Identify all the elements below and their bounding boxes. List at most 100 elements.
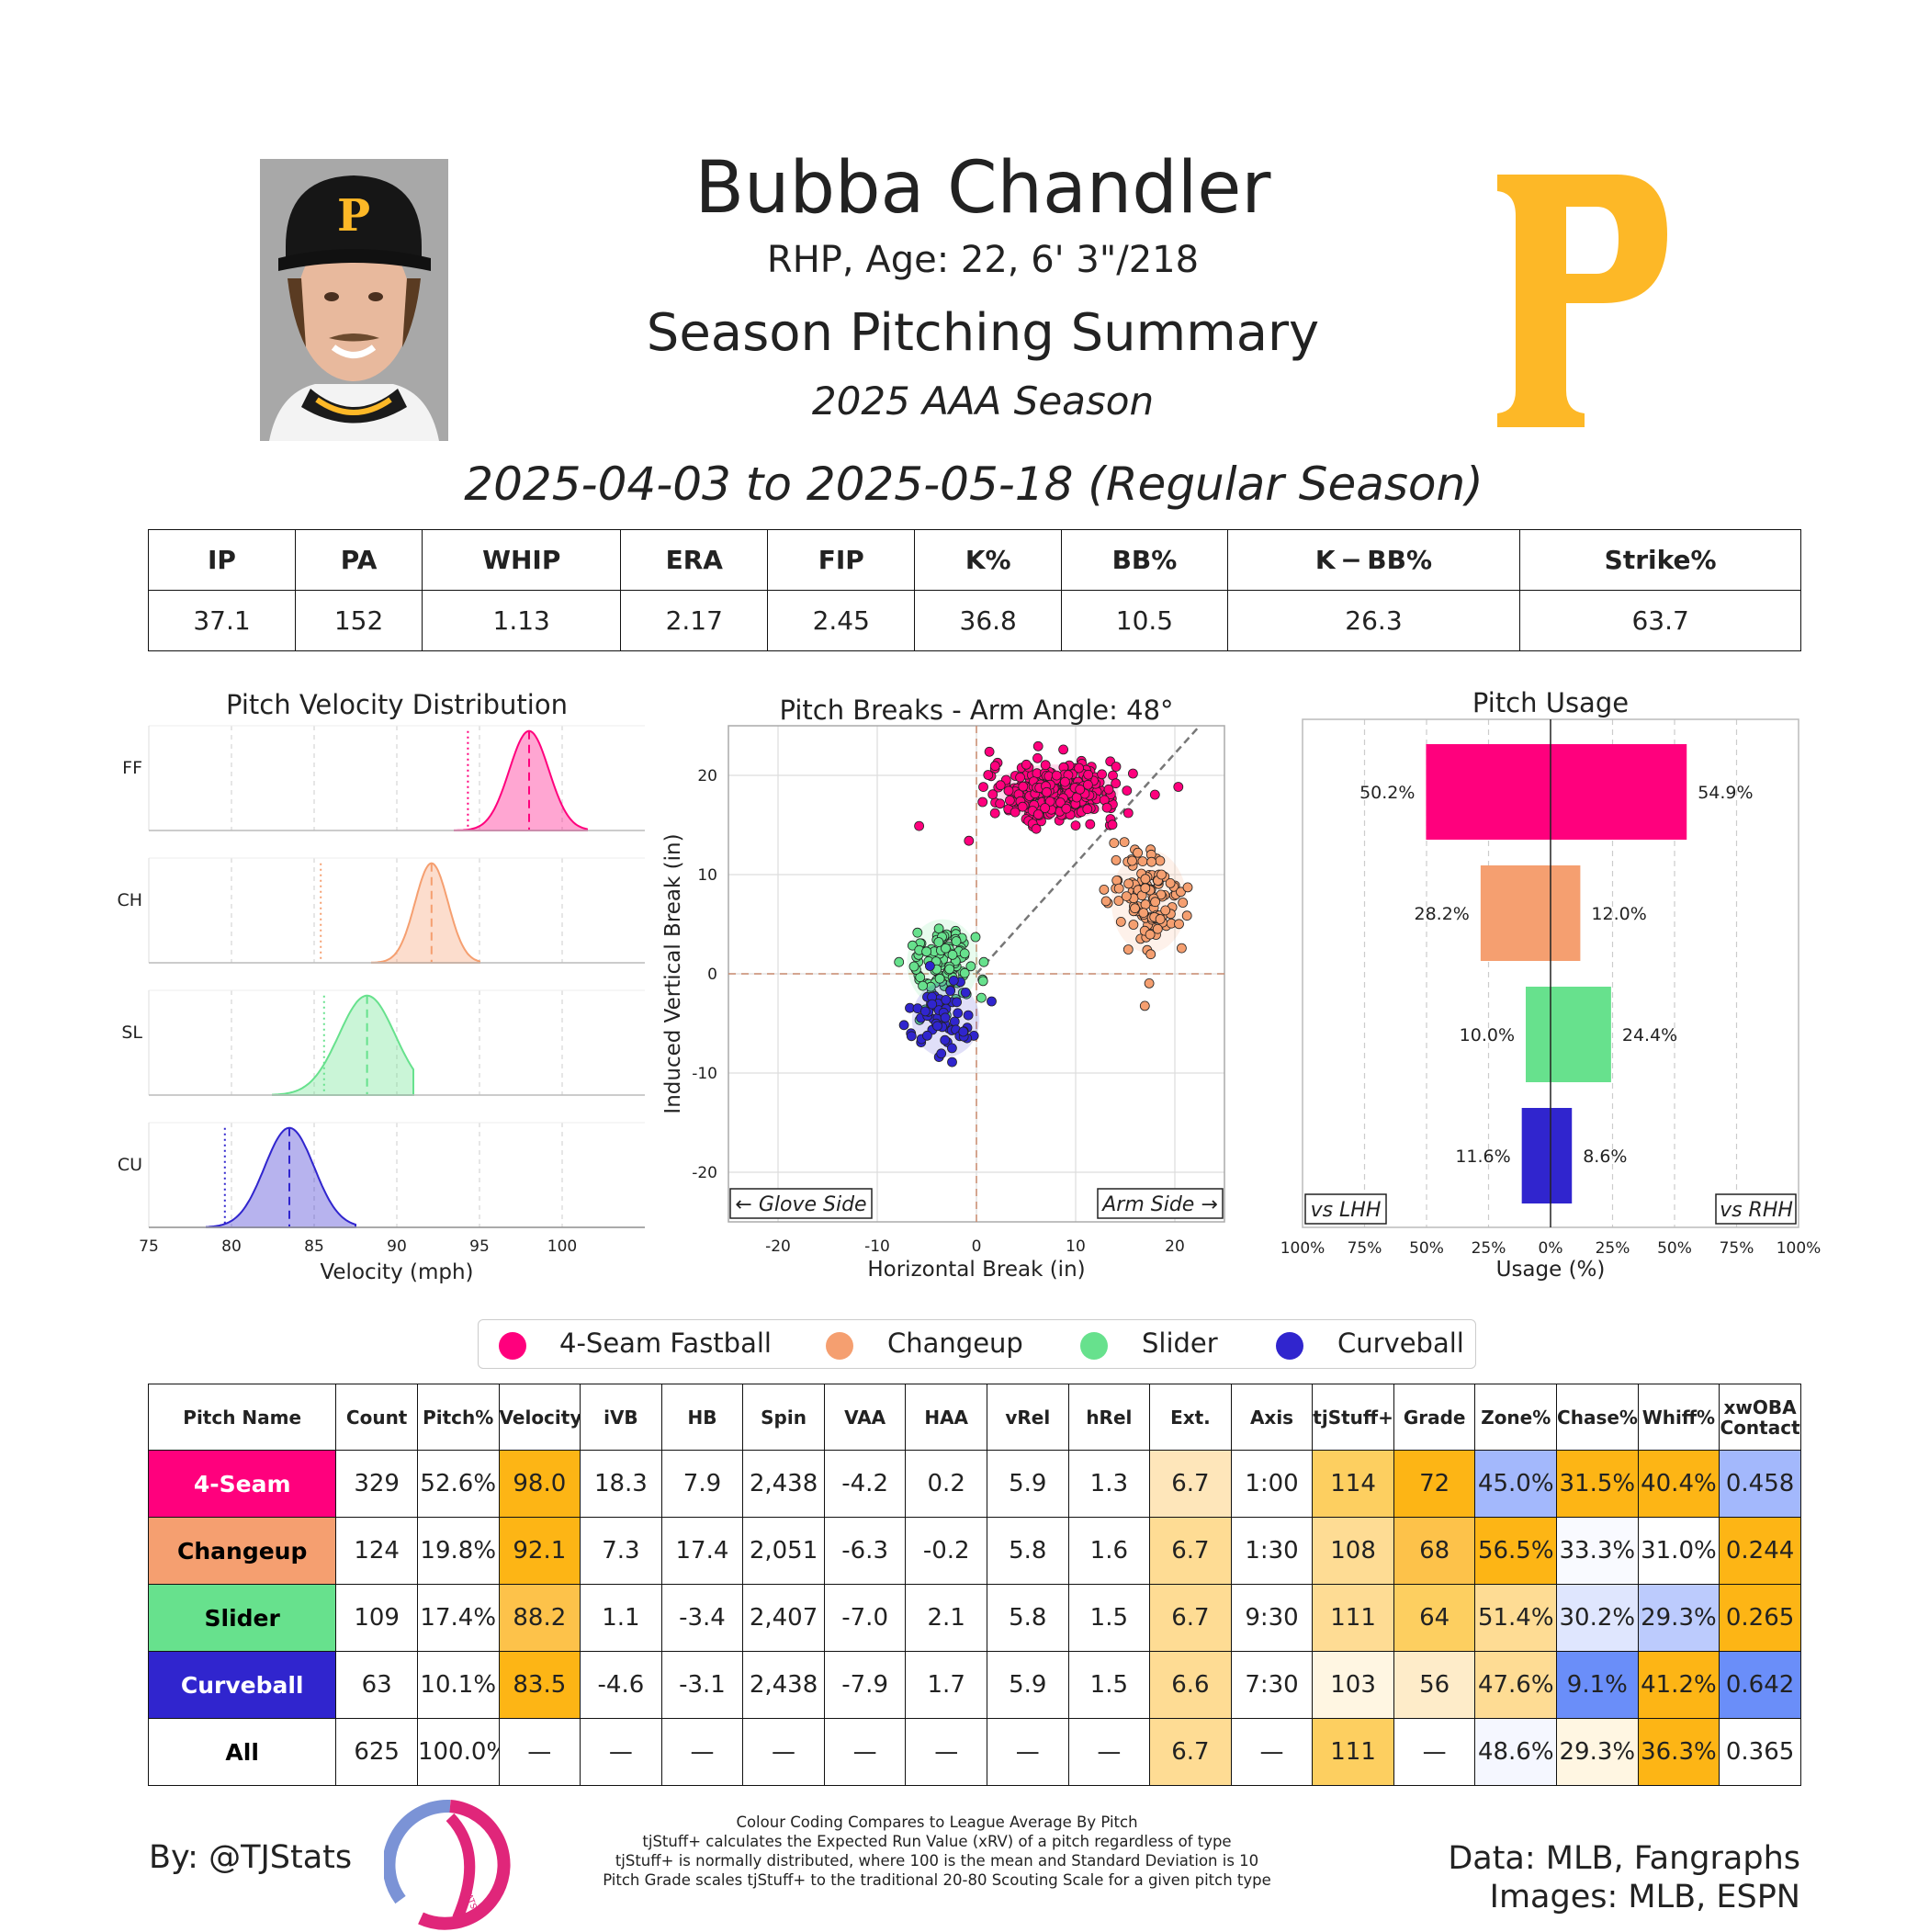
credit-sources: Data: MLB, Fangraphs Images: MLB, ESPN: [1448, 1839, 1800, 1916]
pitch-metric-cell: 0.2: [905, 1450, 987, 1518]
break-y-tick: 10: [697, 866, 717, 885]
pitch-header-cell: Chase%: [1556, 1384, 1639, 1451]
pitch-metric-cell: 1.6: [1067, 1517, 1151, 1585]
break-point: [1115, 917, 1126, 927]
break-point: [1139, 1000, 1150, 1011]
pitch-table-header: Pitch Name Count Pitch% Velocity iVB HB Spin VA…: [147, 1384, 1801, 1451]
break-point: [898, 1020, 909, 1031]
pitch-name-cell: Curveball: [147, 1651, 337, 1719]
pitch-metric-cell: 1.5: [1067, 1584, 1151, 1652]
pitch-metric-cell: —: [580, 1718, 662, 1786]
break-point: [963, 1010, 974, 1021]
break-point: [987, 996, 997, 1007]
stat-value-cell: 63.7: [1519, 590, 1801, 651]
stat-value-cell: 2.17: [620, 590, 769, 651]
stat-value-cell: 1.13: [422, 590, 622, 651]
credit-author: By: @TJStats: [149, 1839, 353, 1876]
velocity-row-label: CH: [117, 890, 142, 910]
pitch-metric-cell: 83.5: [498, 1651, 581, 1719]
break-y-tick: -20: [692, 1164, 717, 1182]
pitch-metric-cell: 56: [1393, 1651, 1476, 1719]
break-point: [1140, 899, 1151, 910]
pitch-metric-cell: -0.2: [905, 1517, 987, 1585]
stat-value-cell: 2.45: [767, 590, 916, 651]
usage-x-label: Usage (%): [1496, 1258, 1606, 1282]
pitch-metric-cell: 124: [335, 1517, 418, 1585]
break-point: [927, 999, 938, 1010]
pitch-metric-cell: 19.8%: [416, 1517, 500, 1585]
vs-lhh-label: vs LHH: [1311, 1199, 1382, 1222]
stat-value-row: 37.1 152 1.13 2.17 2.45 36.8 10.5 26.3 63.7: [148, 590, 1801, 651]
pitch-name-cell: Slider: [147, 1584, 337, 1652]
stat-header-cell: K − BB%: [1226, 529, 1521, 591]
data-source: Data: MLB, Fangraphs: [1448, 1840, 1800, 1877]
break-point: [925, 961, 935, 971]
arm-side-label: Arm Side →: [1100, 1193, 1218, 1216]
break-x-tick: 20: [1165, 1237, 1185, 1256]
break-y-label: Induced Vertical Break (in): [661, 833, 685, 1113]
pitch-metric-cell: 6.7: [1149, 1517, 1232, 1585]
season-stat-table: IP PA WHIP ERA FIP K% BB% K − BB% Strike% 37.1 15…: [148, 529, 1801, 651]
break-point: [976, 992, 987, 1003]
stat-header-cell: FIP: [767, 529, 916, 591]
velocity-x-tick: 90: [387, 1237, 407, 1256]
velocity-density-sl: [272, 994, 414, 1096]
pitch-header-cell: Grade: [1393, 1384, 1476, 1451]
break-point: [932, 1021, 942, 1032]
break-point: [958, 1026, 969, 1037]
arm-side-box: [1097, 1188, 1224, 1219]
break-point: [953, 1008, 964, 1019]
break-point: [964, 835, 975, 846]
pitch-metric-cell: 52.6%: [416, 1450, 500, 1518]
break-point: [914, 820, 924, 831]
pitch-metric-cell: 41.2%: [1637, 1651, 1720, 1719]
stat-header-cell: Strike%: [1519, 529, 1801, 591]
break-x-tick: 10: [1066, 1237, 1086, 1256]
break-point: [1128, 920, 1139, 930]
pitch-metric-cell: 9:30: [1230, 1584, 1314, 1652]
pitch-header-cell: iVB: [580, 1384, 662, 1451]
legend-label-slider: Slider: [1142, 1328, 1218, 1359]
break-point: [1032, 752, 1043, 763]
usage-x-tick: 50%: [1657, 1239, 1692, 1258]
break-point: [1165, 878, 1176, 888]
break-point: [978, 782, 988, 792]
break-point: [922, 1030, 932, 1041]
usage-chart-title: Pitch Usage: [1472, 687, 1629, 718]
table-row: Slider 109 17.4% 88.2 1.1 -3.4 2,407 -7.0 2.1 5.8…: [147, 1584, 1801, 1652]
pitch-metric-cell: 36.3%: [1637, 1718, 1720, 1786]
player-bio: RHP, Age: 22, 6' 3"/218: [766, 239, 1200, 281]
pitch-name-cell: All: [147, 1718, 337, 1786]
break-point: [1018, 781, 1029, 792]
break-point: [1085, 819, 1096, 830]
break-point: [989, 761, 1000, 772]
break-point: [1152, 923, 1163, 934]
velocity-row-label: CU: [118, 1155, 142, 1175]
break-point: [948, 976, 959, 986]
pitch-metric-cell: 45.0%: [1474, 1450, 1558, 1518]
break-point: [1174, 919, 1184, 930]
summary-title: Season Pitching Summary: [646, 303, 1320, 363]
break-point: [952, 997, 962, 1008]
charts-area: Pitch Velocity Distribution FF CH SL CU 75 80 8…: [117, 687, 1821, 1284]
break-point: [1070, 820, 1081, 830]
pitch-metric-cell: 17.4%: [416, 1584, 500, 1652]
table-row: 4-Seam 329 52.6% 98.0 18.3 7.9 2,438 -4.2 0.2 5.9…: [147, 1450, 1801, 1518]
break-point: [947, 1043, 957, 1054]
break-point: [1075, 784, 1086, 795]
pitch-metric-cell: —: [986, 1718, 1069, 1786]
pitch-name-cell: Changeup: [147, 1517, 337, 1585]
pitch-metric-cell: -3.1: [660, 1651, 744, 1719]
break-point: [1017, 801, 1028, 812]
pitch-metric-cell: 6.7: [1149, 1718, 1232, 1786]
svg-text:P: P: [337, 190, 370, 242]
break-point: [940, 1034, 951, 1045]
usage-bar-rhh: [1551, 987, 1611, 1082]
break-point: [977, 797, 988, 808]
pitch-metric-cell: 1.5: [1067, 1651, 1151, 1719]
break-point: [1109, 838, 1120, 848]
break-point: [1133, 847, 1143, 858]
break-point: [1083, 779, 1093, 790]
pitch-metric-cell: 1:30: [1230, 1517, 1314, 1585]
table-row: Changeup 124 19.8% 92.1 7.3 17.4 2,051 -6.3 -0.2…: [147, 1517, 1801, 1585]
